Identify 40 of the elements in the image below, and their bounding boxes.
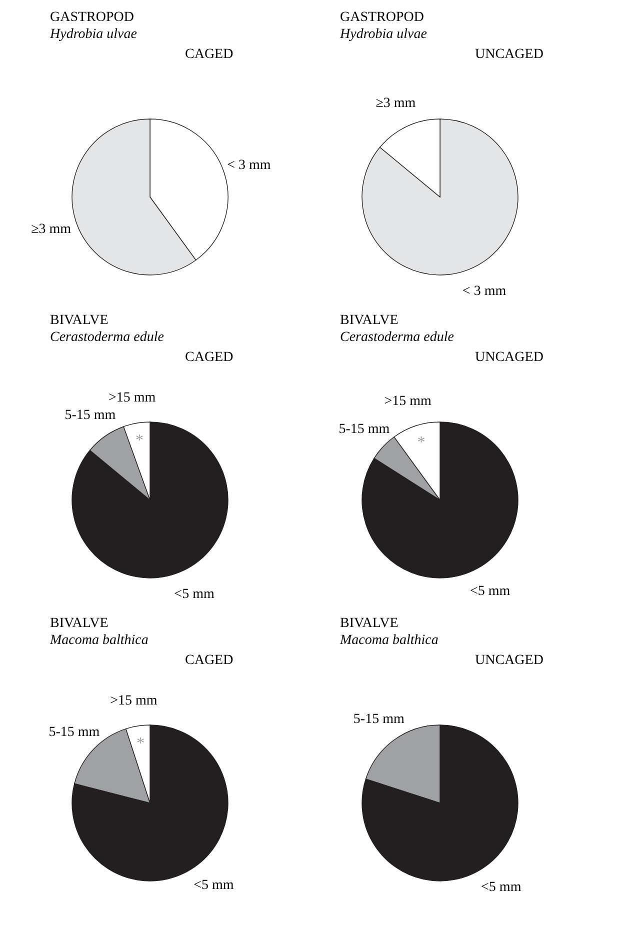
slice-label: 5-15 mm: [338, 422, 390, 437]
text: UNCAGED: [475, 653, 544, 668]
pie-slice: [362, 724, 518, 882]
chart-title: BIVALVE: [340, 313, 398, 328]
slice-label: 5-15 mm: [353, 712, 404, 727]
chart-title: BIVALVE: [50, 313, 108, 328]
chart-subtitle: Macoma balthica: [339, 633, 438, 648]
chart-subtitle: Cerastoderma edule: [340, 330, 454, 345]
chart-title: GASTROPOD: [340, 10, 424, 25]
slice-label: 5-15 mm: [64, 408, 116, 423]
slice-label: <5 mm: [481, 880, 522, 896]
pie-slice: [362, 118, 518, 276]
text: UNCAGED: [475, 47, 544, 62]
text: BIVALVE: [50, 616, 108, 631]
text: *: [136, 432, 144, 450]
chart-title: GASTROPOD: [50, 10, 134, 25]
slice-label: < 3 mm: [462, 284, 506, 300]
text: *: [417, 434, 426, 452]
text: *: [136, 734, 144, 752]
text: CAGED: [185, 47, 234, 62]
text: CAGED: [185, 350, 234, 365]
slice-label: 5-15 mm: [48, 724, 100, 740]
chart-subtitle: Hydrobia ulvae: [49, 27, 137, 42]
text: UNCAGED: [475, 350, 544, 365]
slice-label: <5 mm: [470, 584, 510, 600]
text: BIVALVE: [340, 616, 398, 631]
slice-label: >15 mm: [108, 390, 156, 406]
slice-label: >15 mm: [384, 394, 432, 410]
slice-label: ≥3 mm: [376, 96, 416, 111]
pie-slice: [72, 422, 228, 578]
chart-subtitle: Hydrobia ulvae: [339, 27, 427, 42]
text: CAGED: [185, 653, 234, 668]
pie-slice: [74, 728, 150, 804]
slice-label: <5 mm: [194, 878, 234, 894]
slice-label: >15 mm: [110, 693, 158, 708]
slice-label: <5 mm: [174, 587, 214, 602]
slice-label: ≥3 mm: [31, 222, 72, 238]
chart-subtitle: Macoma balthica: [49, 633, 148, 648]
slice-label: < 3 mm: [227, 158, 271, 173]
chart-subtitle: Cerastoderma edule: [50, 330, 164, 345]
